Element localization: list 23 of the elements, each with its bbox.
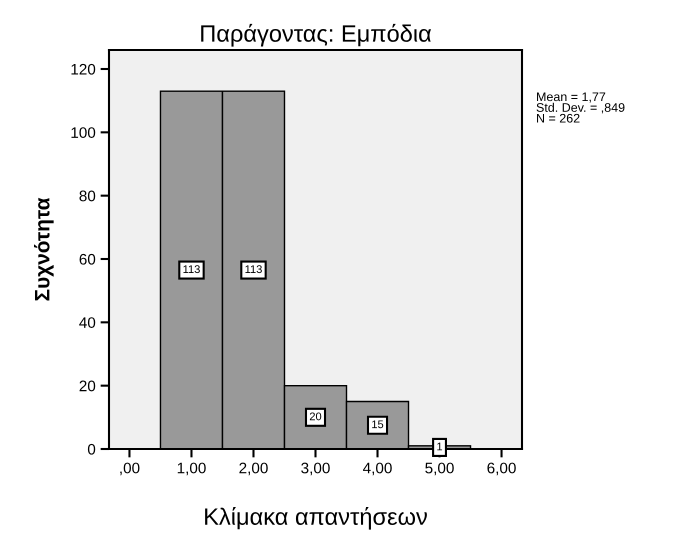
x-tick-label: 5,00 xyxy=(425,462,454,476)
x-tick-label: ,00 xyxy=(120,462,140,476)
y-tick-label: 40 xyxy=(79,317,96,328)
chart-title: Παράγοντας: Εμπόδια xyxy=(201,24,432,47)
y-tick-label: 60 xyxy=(80,254,96,265)
x-tick-label: 4,00 xyxy=(362,462,392,476)
data-label: 113 xyxy=(245,265,262,274)
x-tick-label: 2,00 xyxy=(239,462,268,476)
x-tick-label: 1,00 xyxy=(178,462,206,476)
x-axis-title: Κλίμακα απαντήσεων xyxy=(205,506,427,530)
y-tick-label: 80 xyxy=(79,190,96,202)
y-tick-label: 100 xyxy=(71,127,96,138)
x-tick-label: 6,00 xyxy=(487,462,516,476)
y-tick-label: 120 xyxy=(71,64,96,75)
data-label: 15 xyxy=(372,420,384,428)
data-label: 1 xyxy=(437,442,442,450)
y-tick-label: 20 xyxy=(80,380,96,392)
data-label: 20 xyxy=(310,412,322,420)
data-label: 113 xyxy=(183,265,200,274)
x-tick-label: 3,00 xyxy=(301,462,330,476)
y-tick-label: 0 xyxy=(88,444,96,455)
y-axis-title: Συχνότητα xyxy=(34,198,54,301)
text: Mean = 1,77 Std. Dev. = ,849 N = 262 xyxy=(536,92,624,123)
